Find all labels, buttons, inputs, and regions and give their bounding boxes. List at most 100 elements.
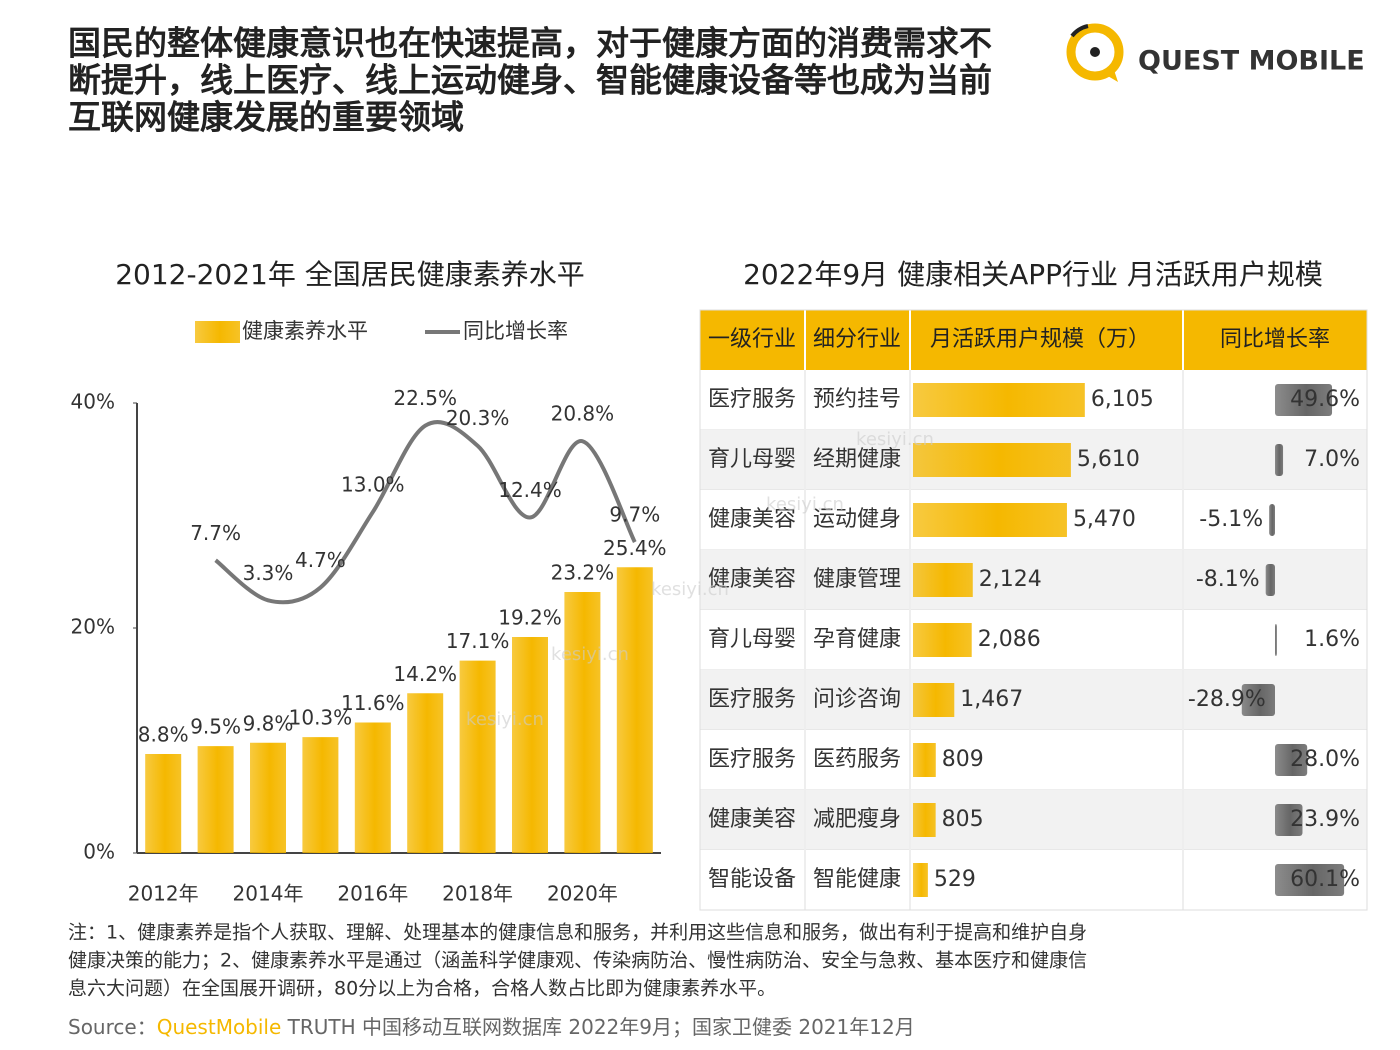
bar — [616, 567, 653, 853]
bar-label: 8.8% — [138, 723, 189, 747]
bar — [512, 637, 548, 853]
watermark: kesiyi.cn — [651, 579, 729, 600]
bar — [302, 737, 339, 853]
cell: 孕育健康 — [813, 627, 901, 652]
bar-label: 23.2% — [551, 561, 615, 585]
mau-label: 5,470 — [1073, 507, 1136, 532]
growth-bar — [1265, 564, 1275, 596]
column-header: 一级行业 — [708, 327, 796, 352]
mau-label: 529 — [934, 867, 976, 892]
x-tick-label: 2014年 — [233, 882, 304, 906]
mau-bar — [913, 683, 955, 717]
source-rest: TRUTH 中国移动互联网数据库 2022年9月；国家卫健委 2021年12月 — [281, 1015, 914, 1039]
table-title: 2022年9月 健康相关APP行业 月活跃用户规模 — [743, 258, 1323, 291]
growth-bar — [1275, 384, 1333, 416]
growth-label: -28.9% — [1188, 687, 1266, 712]
bar — [564, 592, 601, 853]
source-prefix: Source： — [68, 1015, 157, 1039]
mau-label: 6,105 — [1091, 387, 1154, 412]
logo-dot — [1090, 47, 1100, 57]
note: 健康决策的能力；2、健康素养水平是通过（涵盖科学健康观、传染病防治、慢性病防治、… — [68, 950, 1087, 972]
mau-label: 5,610 — [1077, 447, 1140, 472]
cell: 育儿母婴 — [708, 447, 796, 472]
mau-bar — [913, 743, 936, 777]
y-tick-label: 20% — [71, 615, 115, 639]
line — [214, 420, 637, 605]
table-row-bg — [700, 610, 1367, 670]
watermark: kesiyi.cn — [551, 644, 629, 665]
x-tick-label: 2018年 — [442, 882, 513, 906]
growth-bar — [1275, 744, 1308, 776]
mau-label: 2,086 — [978, 627, 1041, 652]
logo: QUEST MOBILE — [1066, 23, 1365, 82]
x-tick-label: 2012年 — [128, 882, 199, 906]
growth-label: 49.6% — [1290, 387, 1360, 412]
watermark: kesiyi.cn — [766, 494, 844, 515]
bar — [145, 754, 182, 853]
cell: 医疗服务 — [708, 387, 796, 412]
table-row-bg — [700, 850, 1367, 910]
growth-label: -5.1% — [1199, 507, 1263, 532]
growth-bar — [1275, 624, 1277, 656]
line-label: 20.3% — [446, 406, 510, 430]
cell: 经期健康 — [813, 447, 901, 472]
cell: 育儿母婴 — [708, 627, 796, 652]
mau-bar — [913, 623, 972, 657]
source-brand: QuestMobile — [157, 1015, 282, 1039]
legend-swatch — [195, 321, 240, 343]
note: 注：1、健康素养是指个人获取、理解、处理基本的健康信息和服务，并利用这些信息和服… — [68, 922, 1087, 944]
table-frame — [699, 309, 1368, 911]
x-tick-label: 2016年 — [337, 882, 408, 906]
legend-label: 健康素养水平 — [242, 319, 368, 343]
bar-label: 17.1% — [446, 629, 510, 653]
logo-arc — [1070, 24, 1089, 38]
x-tick-label: 2020年 — [547, 882, 618, 906]
logo-tail — [1101, 64, 1118, 82]
mau-bar — [913, 383, 1085, 417]
cell: 问诊咨询 — [813, 687, 901, 712]
line-label: 22.5% — [393, 386, 457, 410]
bar — [354, 722, 391, 853]
chart-title: 2012-2021年 全国居民健康素养水平 — [115, 258, 585, 291]
mau-bar — [913, 563, 973, 597]
line-label: 7.7% — [190, 521, 241, 545]
cell: 医疗服务 — [708, 687, 796, 712]
bar — [250, 742, 286, 853]
table-row-bg — [700, 730, 1367, 790]
cell: 健康美容 — [708, 507, 796, 532]
growth-bar — [1275, 804, 1303, 836]
mau-bar — [913, 503, 1067, 537]
column-header: 月活跃用户规模（万） — [930, 327, 1150, 352]
table-row-bg — [700, 790, 1367, 850]
cell: 健康管理 — [813, 567, 901, 592]
growth-label: 23.9% — [1290, 807, 1360, 832]
growth-label: 60.1% — [1290, 867, 1360, 892]
column-header: 同比增长率 — [1220, 327, 1330, 352]
headline: 国民的整体健康意识也在快速提高，对于健康方面的消费需求不 — [68, 24, 992, 63]
mau-label: 2,124 — [979, 567, 1042, 592]
growth-label: 1.6% — [1304, 627, 1360, 652]
line-label: 12.4% — [498, 478, 562, 502]
bar-label: 11.6% — [341, 691, 405, 715]
line-label: 13.0% — [341, 473, 405, 497]
growth-label: 7.0% — [1304, 447, 1360, 472]
mau-bar — [913, 443, 1071, 477]
growth-label: -8.1% — [1196, 567, 1260, 592]
cell: 医药服务 — [813, 747, 901, 772]
logo-text: QUEST MOBILE — [1138, 46, 1365, 77]
watermark: kesiyi.cn — [466, 709, 544, 730]
logo-ring — [1066, 23, 1124, 81]
mau-label: 805 — [942, 807, 984, 832]
line-label: 3.3% — [243, 561, 294, 585]
growth-bar — [1275, 444, 1284, 476]
line-label: 9.7% — [609, 503, 660, 527]
growth-label: 28.0% — [1290, 747, 1360, 772]
bar-label: 10.3% — [289, 706, 353, 730]
bar-label: 9.8% — [243, 711, 294, 735]
y-tick-label: 40% — [71, 390, 115, 414]
table-header-bg — [700, 310, 1367, 370]
bar — [459, 660, 496, 853]
headline: 断提升，线上医疗、线上运动健身、智能健康设备等也成为当前 — [68, 61, 992, 100]
line-label: 4.7% — [295, 548, 346, 572]
